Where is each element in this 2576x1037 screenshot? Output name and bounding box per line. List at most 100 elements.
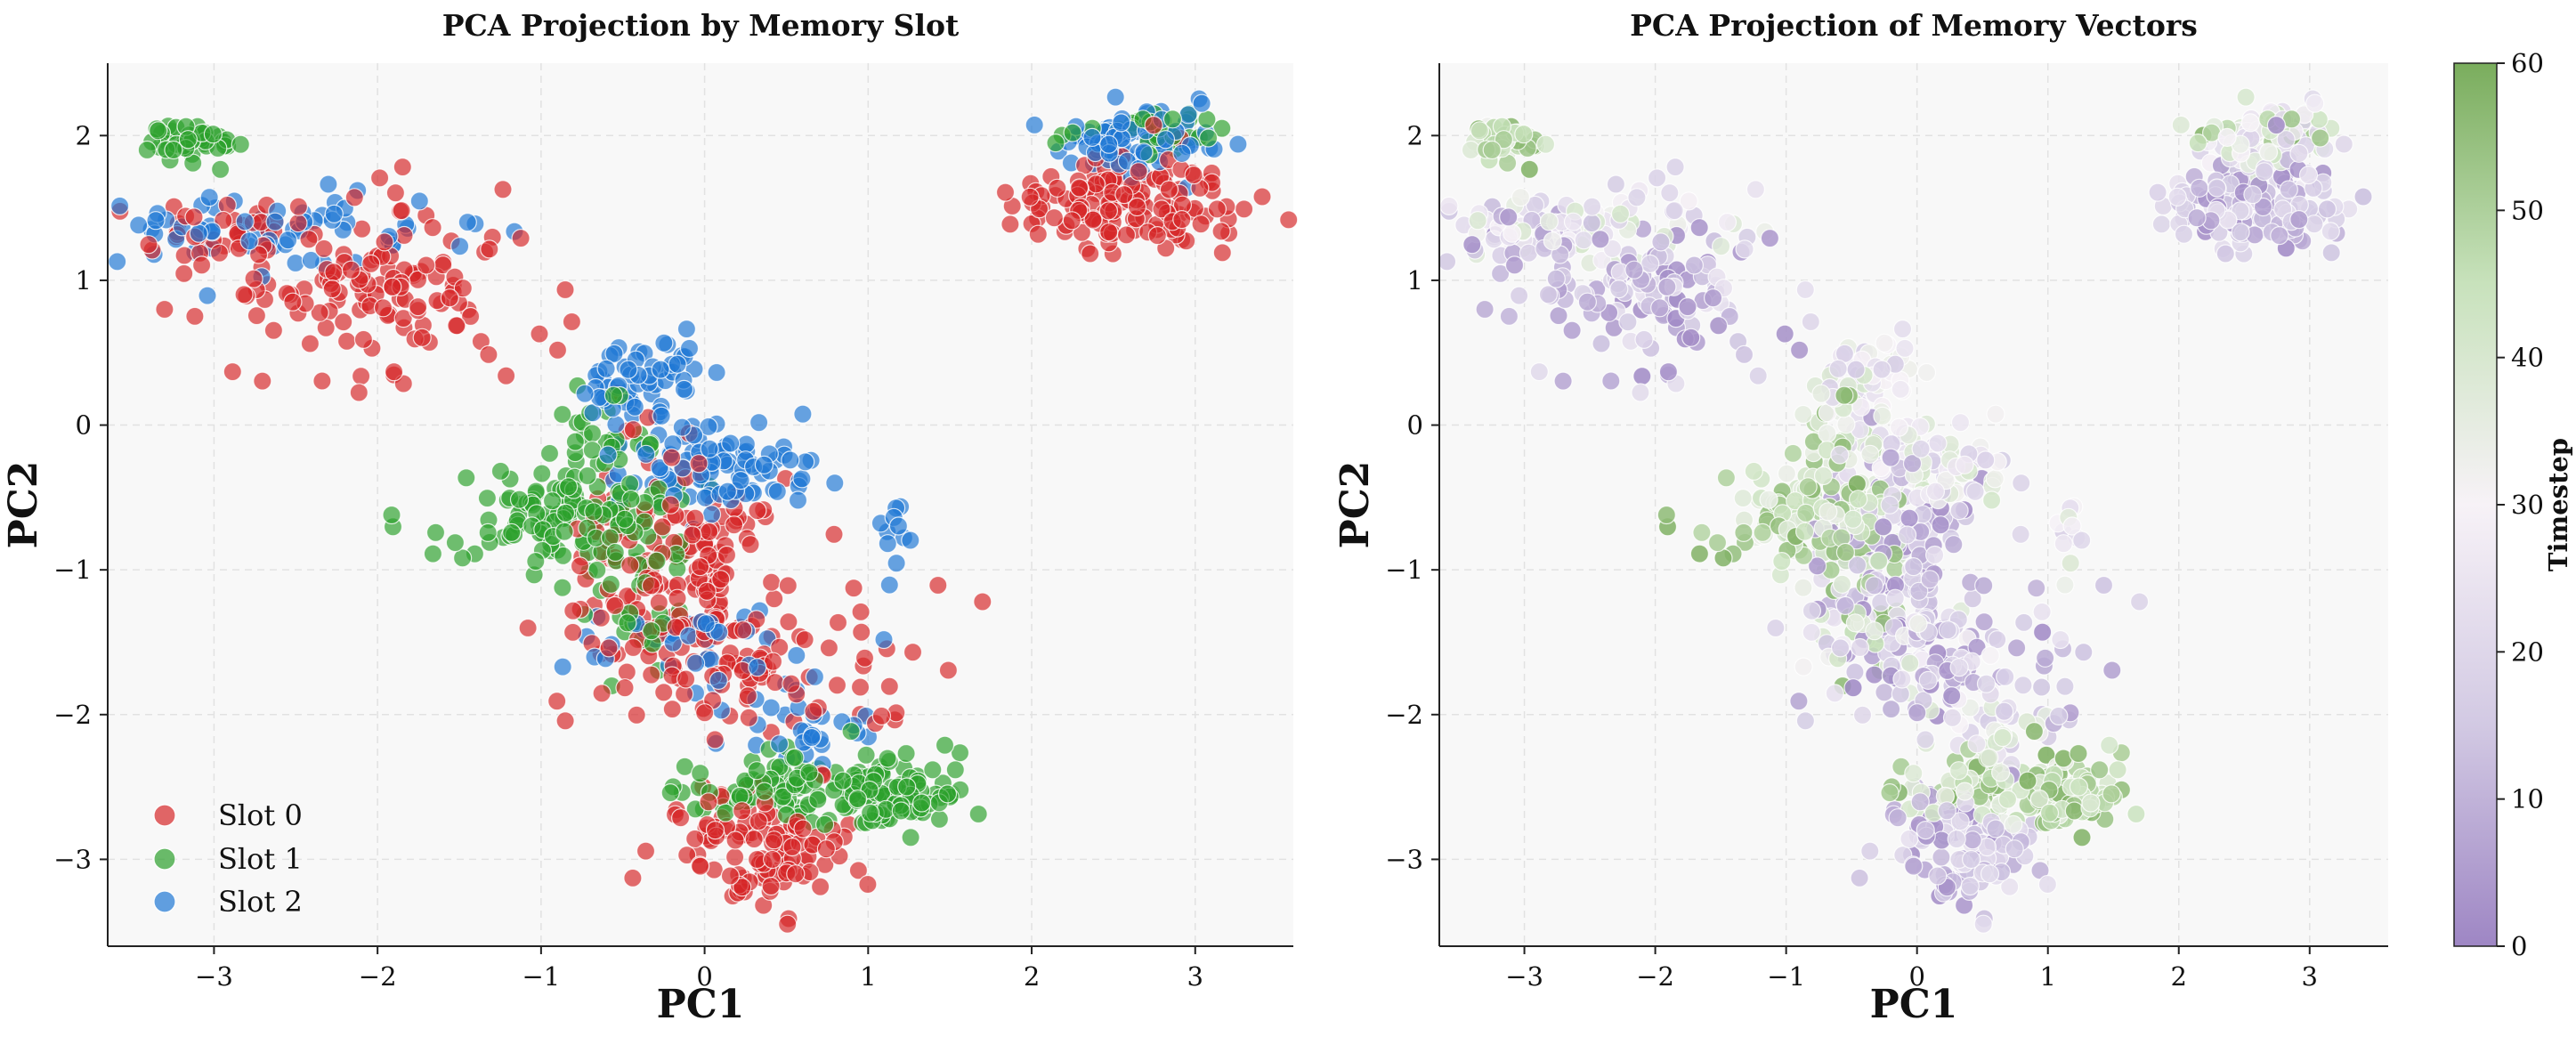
y-tick-label: 2 bbox=[1407, 120, 1423, 150]
y-tick-label: 1 bbox=[1407, 265, 1423, 296]
data-point bbox=[198, 286, 217, 305]
data-point bbox=[1211, 222, 1231, 241]
data-point bbox=[1509, 286, 1529, 305]
data-point bbox=[334, 312, 353, 332]
data-point bbox=[2298, 166, 2319, 185]
data-point bbox=[1916, 730, 1935, 749]
data-point bbox=[137, 140, 157, 160]
data-point bbox=[1000, 215, 1020, 234]
data-point bbox=[1802, 622, 1821, 643]
data-point bbox=[2255, 162, 2274, 182]
data-point bbox=[1753, 523, 1772, 543]
data-point bbox=[1147, 226, 1167, 246]
data-point bbox=[1543, 231, 1562, 251]
data-point bbox=[720, 866, 741, 886]
data-point bbox=[660, 782, 680, 803]
y-axis-label: PC2 bbox=[1333, 461, 1378, 549]
data-point bbox=[1549, 306, 1568, 326]
data-point bbox=[155, 299, 174, 320]
data-point bbox=[937, 784, 958, 804]
data-point bbox=[641, 576, 661, 595]
data-point bbox=[2090, 760, 2110, 780]
data-point bbox=[808, 790, 828, 809]
data-point bbox=[1881, 448, 1900, 467]
data-point bbox=[1665, 201, 1684, 221]
data-point bbox=[683, 525, 702, 545]
legend-marker-slot-0 bbox=[153, 804, 176, 827]
data-point bbox=[1916, 820, 1935, 840]
data-point bbox=[1865, 621, 1884, 641]
data-point bbox=[185, 306, 205, 326]
data-point bbox=[617, 662, 636, 682]
data-point bbox=[663, 633, 683, 652]
x-tick-label: 3 bbox=[2302, 961, 2318, 992]
data-point bbox=[748, 658, 767, 677]
data-point bbox=[2036, 648, 2055, 668]
data-point bbox=[502, 523, 522, 543]
data-point bbox=[1818, 424, 1837, 443]
data-point bbox=[370, 168, 390, 188]
data-point bbox=[596, 359, 616, 378]
data-point bbox=[1996, 667, 2015, 687]
data-point bbox=[705, 820, 725, 840]
data-point bbox=[741, 535, 760, 555]
y-tick-label: −2 bbox=[1385, 700, 1423, 730]
data-point bbox=[2069, 777, 2088, 797]
data-point bbox=[2305, 93, 2325, 113]
data-points bbox=[108, 87, 1299, 934]
data-point bbox=[781, 450, 800, 470]
data-point bbox=[647, 551, 667, 571]
data-point bbox=[2032, 602, 2052, 622]
data-point bbox=[547, 340, 568, 360]
data-point bbox=[2027, 579, 2046, 598]
data-point bbox=[685, 653, 706, 673]
data-point bbox=[782, 674, 801, 693]
data-point bbox=[810, 877, 830, 896]
data-point bbox=[793, 819, 813, 839]
data-point bbox=[1279, 210, 1299, 230]
data-point bbox=[1069, 178, 1090, 198]
x-tick-label: 2 bbox=[2171, 961, 2187, 992]
data-point bbox=[1681, 328, 1701, 347]
data-point bbox=[1746, 180, 1766, 199]
y-tick-label: 2 bbox=[76, 120, 92, 150]
data-point bbox=[1689, 544, 1710, 563]
data-point bbox=[1916, 362, 1937, 383]
data-point bbox=[841, 721, 861, 741]
data-point bbox=[1937, 801, 1956, 821]
data-point bbox=[1086, 174, 1106, 194]
data-point bbox=[851, 602, 871, 622]
data-point bbox=[1475, 299, 1495, 320]
data-point bbox=[699, 417, 718, 436]
data-point bbox=[1082, 127, 1102, 147]
data-point bbox=[654, 333, 674, 352]
data-point bbox=[1928, 866, 1948, 886]
data-point bbox=[247, 306, 266, 326]
data-point bbox=[1172, 143, 1192, 163]
data-point bbox=[1949, 761, 1969, 781]
data-point bbox=[526, 551, 546, 571]
data-point bbox=[2032, 677, 2052, 697]
data-point bbox=[1020, 187, 1040, 207]
data-point bbox=[605, 542, 625, 563]
data-point bbox=[879, 676, 899, 696]
legend-label-slot-1: Slot 1 bbox=[218, 842, 303, 876]
chart-title: PCA Projection by Memory Slot bbox=[442, 8, 960, 43]
data-point bbox=[968, 804, 988, 824]
data-point bbox=[189, 223, 208, 243]
data-point bbox=[1885, 588, 1905, 608]
data-point bbox=[1116, 225, 1137, 245]
data-point bbox=[1895, 338, 1915, 358]
data-point bbox=[1835, 385, 1854, 405]
data-point bbox=[855, 648, 875, 668]
data-point bbox=[286, 253, 305, 273]
data-point bbox=[1904, 856, 1924, 876]
data-point bbox=[1657, 505, 1676, 525]
data-point bbox=[1875, 333, 1894, 352]
data-point bbox=[636, 444, 656, 464]
data-point bbox=[319, 174, 338, 194]
y-tick-label: −3 bbox=[1385, 844, 1423, 874]
data-point bbox=[2024, 721, 2044, 741]
data-point bbox=[1852, 705, 1873, 725]
